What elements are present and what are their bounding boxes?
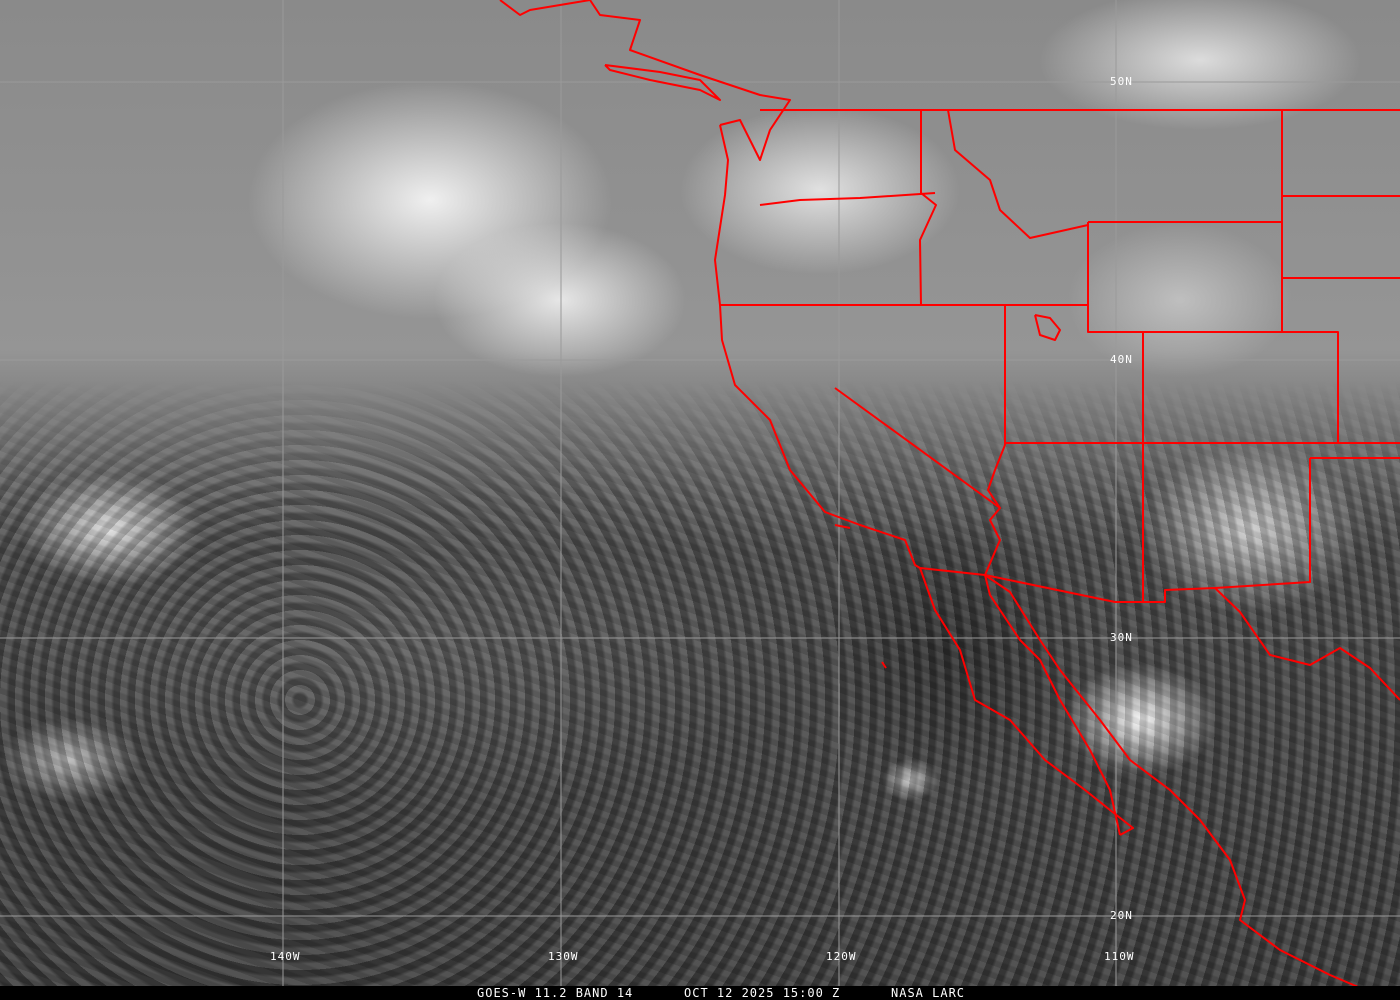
lon-label-110w: 110W bbox=[1104, 950, 1135, 963]
border-wy bbox=[1087, 221, 1283, 333]
border-nm-east bbox=[1214, 458, 1311, 589]
border-az-nv bbox=[987, 444, 1006, 509]
border-id-mt bbox=[947, 109, 1089, 239]
great-salt-lake bbox=[1034, 314, 1061, 341]
political-borders bbox=[499, 0, 1400, 993]
border-id-west bbox=[919, 110, 937, 306]
channel-islands bbox=[834, 524, 851, 529]
coastline-canada bbox=[499, 0, 791, 161]
border-ca-nv-diagonal bbox=[834, 387, 1001, 576]
guadalupe-island bbox=[881, 661, 887, 669]
lat-label-50n: 50N bbox=[1110, 75, 1133, 88]
lat-label-40n: 40N bbox=[1110, 353, 1133, 366]
caption-source: NASA LARC bbox=[891, 986, 966, 1000]
border-ut-north bbox=[1088, 331, 1339, 443]
caption-product: GOES-W 11.2 BAND 14 bbox=[477, 986, 634, 1000]
lon-label-140w: 140W bbox=[270, 950, 301, 963]
caption-bar: GOES-W 11.2 BAND 14 OCT 12 2025 15:00 Z … bbox=[0, 986, 1400, 1000]
border-wa-or bbox=[759, 192, 936, 206]
vancouver-island bbox=[604, 64, 721, 101]
lat-label-30n: 30N bbox=[1110, 631, 1133, 644]
coastline-baja-gulf bbox=[984, 574, 1121, 836]
caption-datetime: OCT 12 2025 15:00 Z bbox=[684, 986, 841, 1000]
lon-label-130w: 130W bbox=[548, 950, 579, 963]
coastline-mexico-mainland bbox=[984, 574, 1371, 993]
border-us-mexico bbox=[919, 567, 1400, 701]
lat-label-20n: 20N bbox=[1110, 909, 1133, 922]
border-mt-nd bbox=[1281, 110, 1400, 279]
coastline-us-west bbox=[714, 124, 921, 569]
lon-label-120w: 120W bbox=[826, 950, 857, 963]
coastline-baja-pacific bbox=[919, 567, 1134, 836]
